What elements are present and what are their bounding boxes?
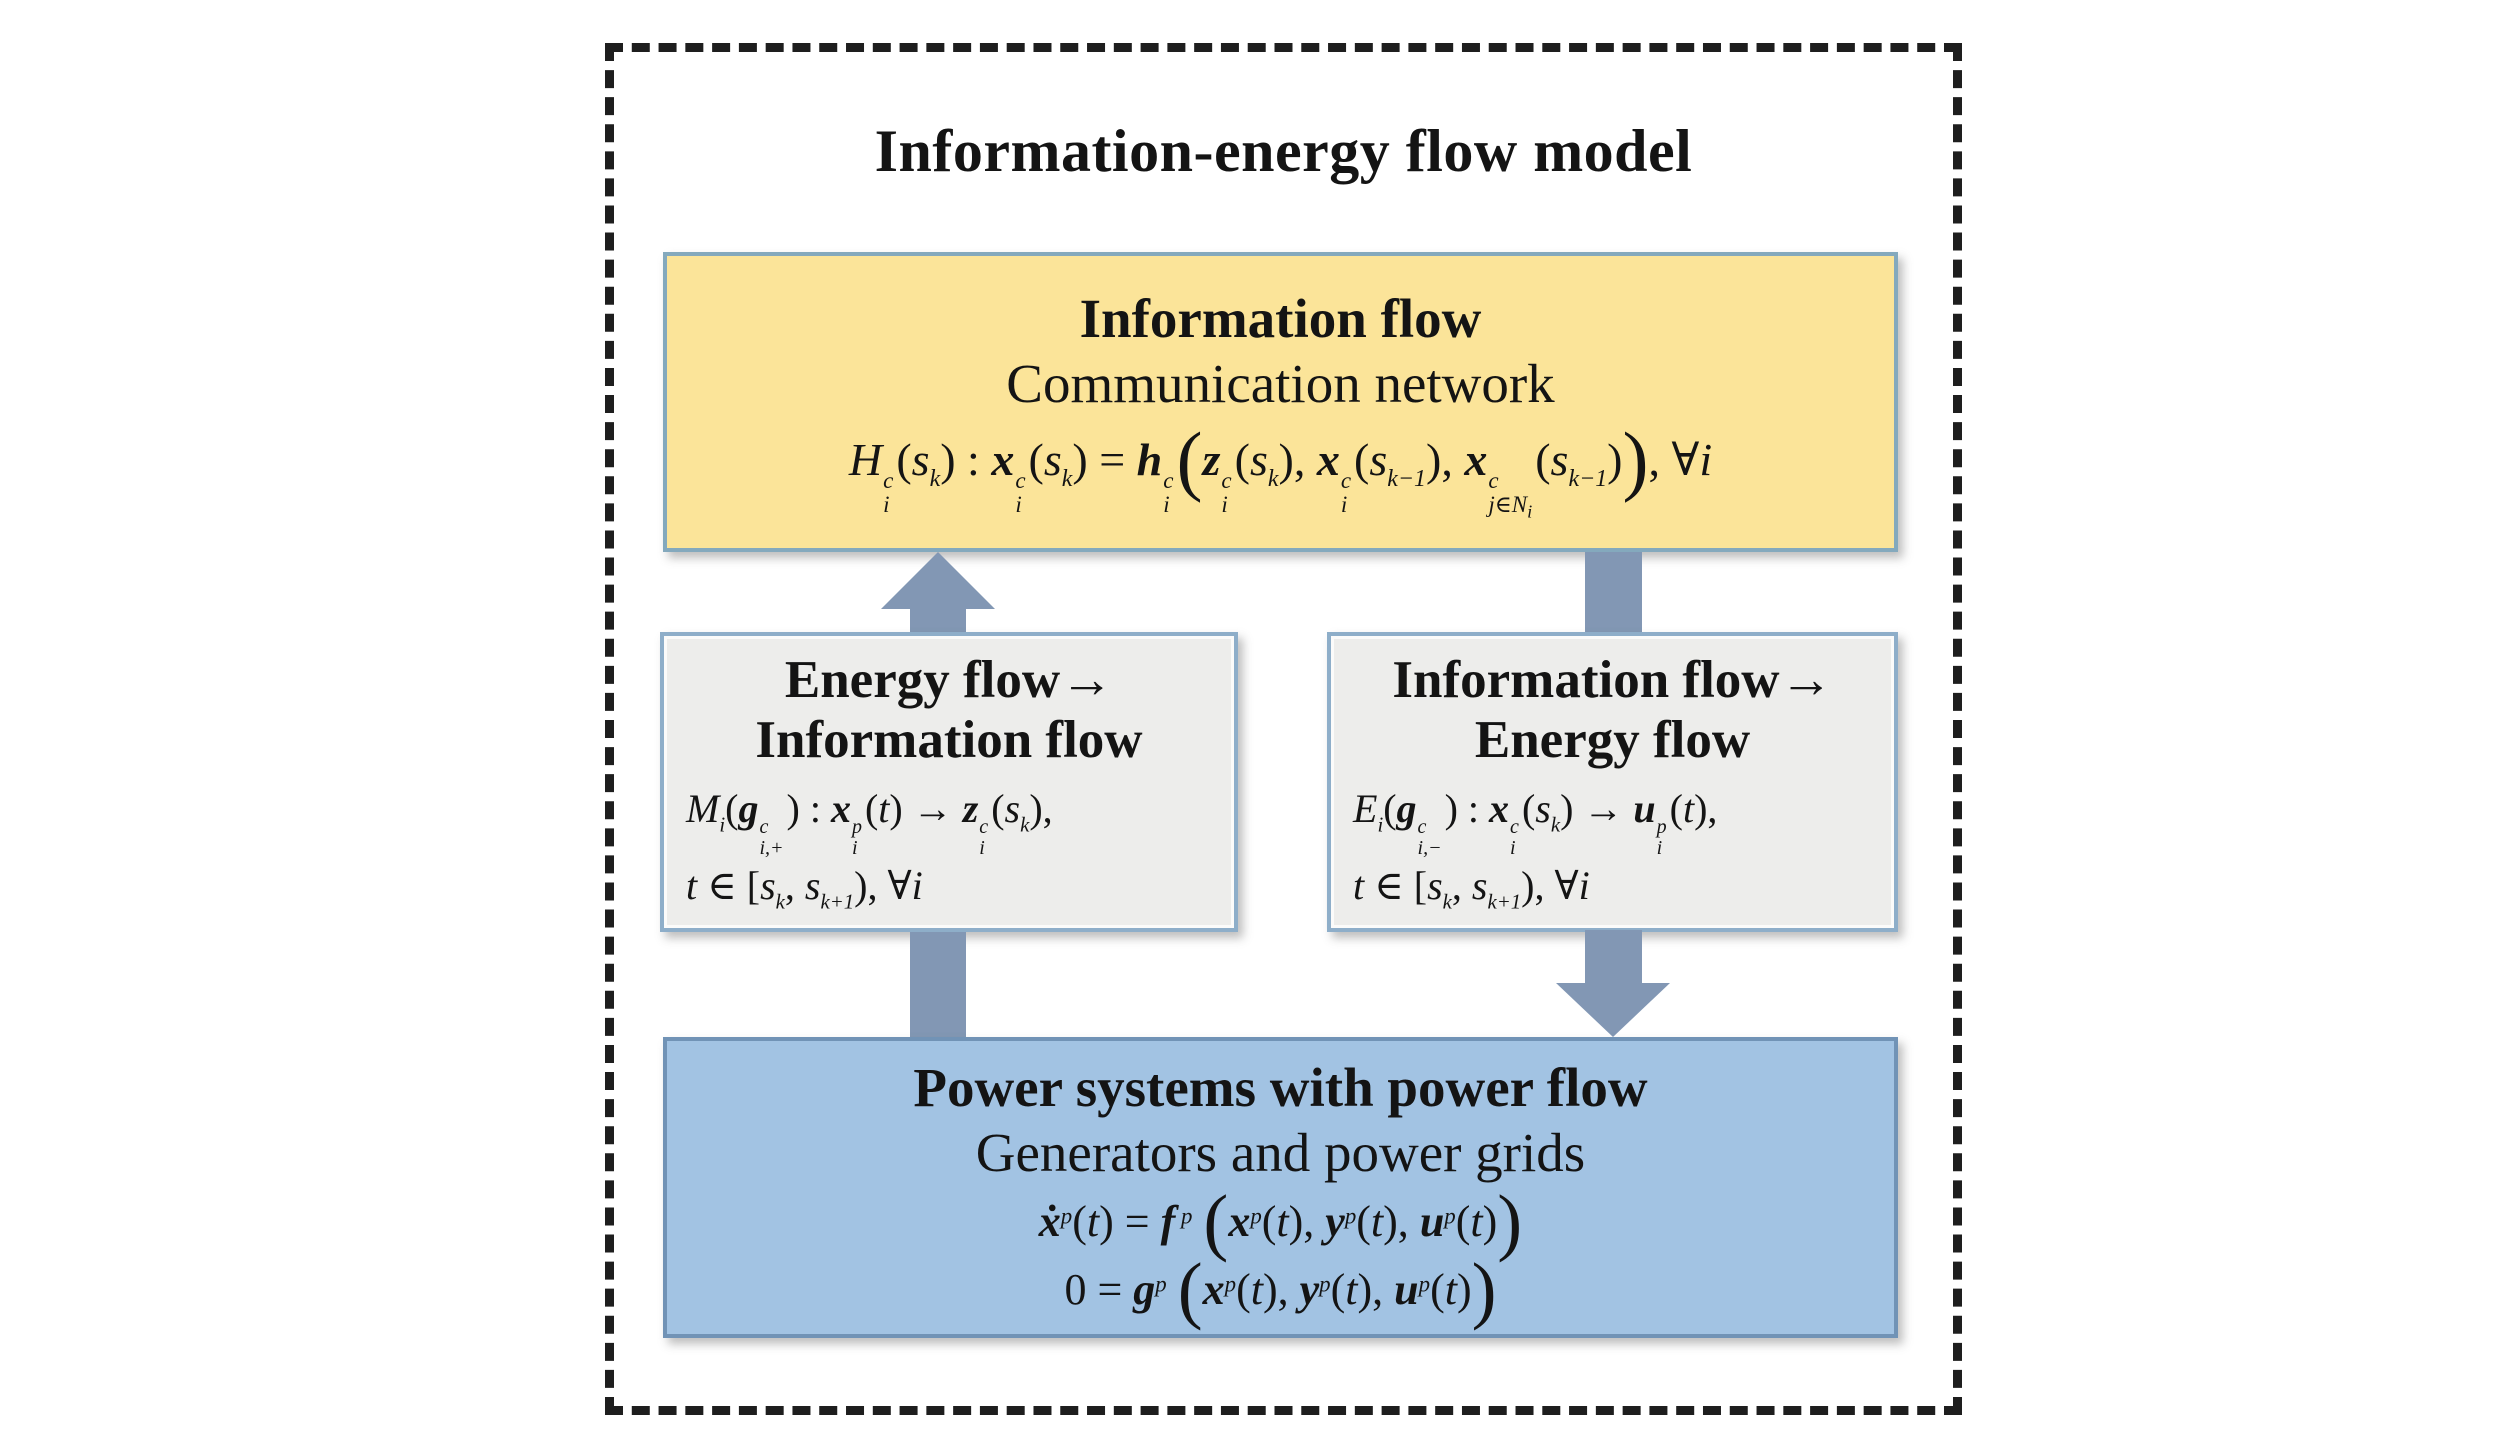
power-systems-subheading: Generators and power grids bbox=[975, 1122, 1586, 1184]
down-arrow-shaft bbox=[1584, 930, 1642, 983]
information-flow-subheading: Communication network bbox=[1006, 353, 1555, 415]
information-to-energy-connector-icon bbox=[1585, 552, 1642, 633]
power-systems-equation-line1: ẋp(t) = f p (xp(t), yp(t), up(t)) bbox=[1038, 1180, 1523, 1264]
energy-to-information-heading-line2: Information flow bbox=[755, 710, 1143, 769]
up-arrowhead bbox=[881, 552, 995, 609]
energy-to-information-up-arrow-icon bbox=[881, 552, 995, 632]
information-to-energy-heading-line1: Information flow→ bbox=[1392, 651, 1833, 710]
information-to-energy-heading-line2: Energy flow bbox=[1474, 710, 1751, 769]
power-systems-box: Power systems with power flow Generators… bbox=[663, 1037, 1898, 1338]
information-to-energy-box: Information flow→ Energy flow Ei(g c i,−) … bbox=[1327, 632, 1898, 932]
power-systems-heading: Power systems with power flow bbox=[913, 1056, 1648, 1118]
dashed-boundary bbox=[605, 43, 1962, 1415]
information-flow-box: Information flow Communication network H… bbox=[663, 252, 1898, 552]
power-systems-equation-line2: 0 = gp (xp(t), yp(t), up(t)) bbox=[1064, 1248, 1497, 1332]
power-to-energy-converter-connector-icon bbox=[910, 932, 966, 1038]
diagram-title: Information-energy flow model bbox=[874, 118, 1693, 184]
information-flow-heading: Information flow bbox=[1079, 287, 1482, 349]
information-to-energy-down-arrow-icon bbox=[1556, 930, 1670, 1037]
energy-to-information-equation-line1: Mi(g c i,+) : x p i (t) → z c i (sk), bbox=[686, 785, 1053, 859]
energy-to-information-heading-line1: Energy flow→ bbox=[784, 651, 1114, 710]
information-to-energy-equation-line2: t ∈ [sk, sk+1), ∀i bbox=[1353, 862, 1590, 914]
energy-to-information-box: Energy flow→ Information flow Mi(g c i,+) … bbox=[660, 632, 1238, 932]
information-to-energy-equation-line1: Ei(g c i,−) : x c i (sk) → u p i (t), bbox=[1353, 785, 1718, 859]
energy-to-information-equation-line2: t ∈ [sk, sk+1), ∀i bbox=[686, 862, 923, 914]
information-energy-flow-model: Information-energy flow model Informatio… bbox=[605, 43, 1962, 1415]
up-arrow-shaft bbox=[910, 609, 966, 632]
down-arrowhead bbox=[1556, 983, 1670, 1037]
